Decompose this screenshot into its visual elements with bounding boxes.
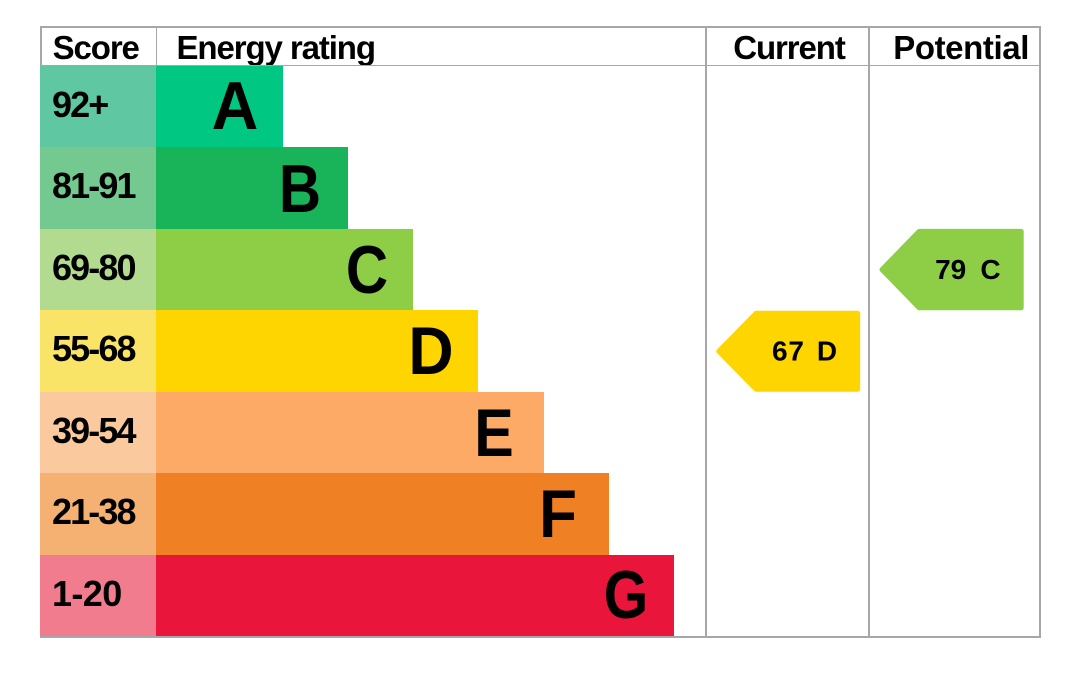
svg-text:D: D (817, 336, 837, 367)
svg-text:C: C (980, 254, 1000, 285)
svg-text:79: 79 (935, 254, 966, 285)
svg-text:67: 67 (772, 336, 805, 367)
